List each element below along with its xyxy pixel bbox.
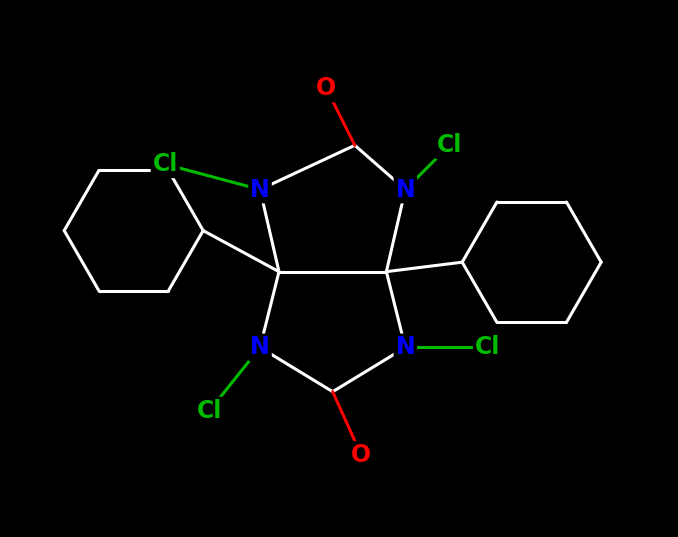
Text: O: O — [317, 76, 336, 100]
Text: Cl: Cl — [437, 133, 462, 157]
Text: Cl: Cl — [197, 398, 222, 423]
Text: N: N — [250, 336, 270, 359]
Text: Cl: Cl — [475, 336, 500, 359]
Text: N: N — [250, 178, 270, 201]
Text: N: N — [395, 178, 415, 201]
Text: Cl: Cl — [153, 153, 178, 176]
Text: O: O — [351, 443, 371, 467]
Text: N: N — [395, 336, 415, 359]
